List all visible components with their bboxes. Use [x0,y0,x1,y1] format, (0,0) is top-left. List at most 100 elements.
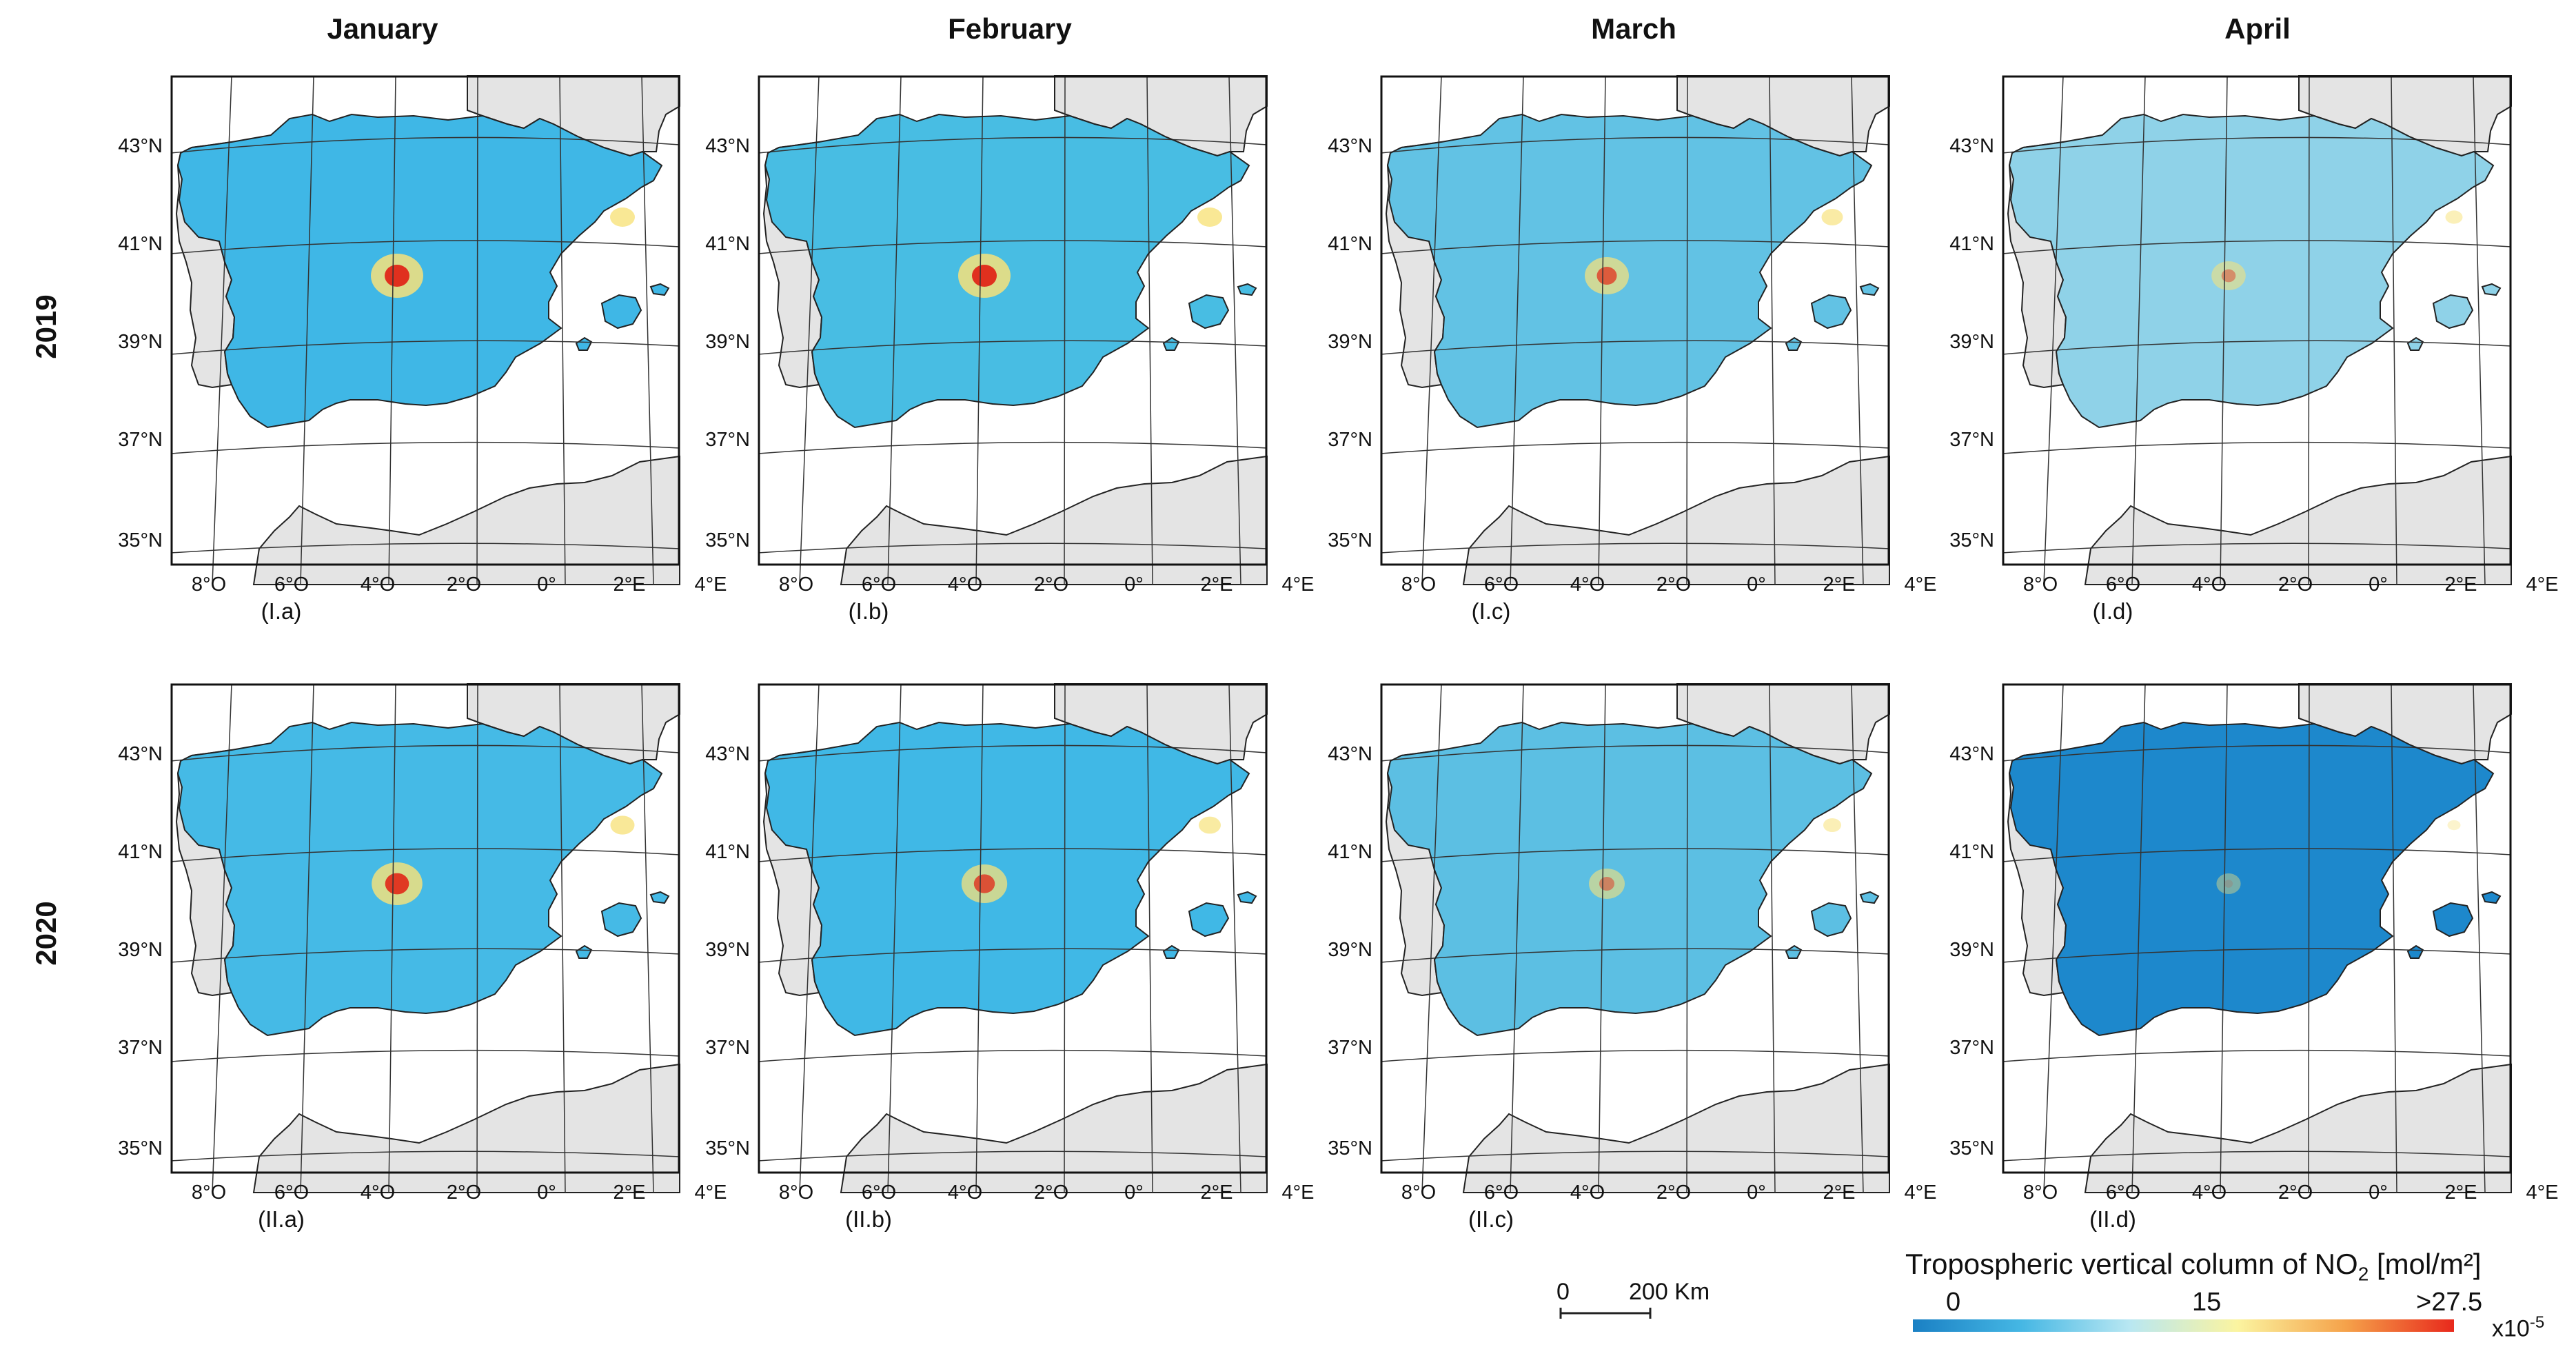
latitude-gridline [170,948,680,963]
africa-landmass [252,1063,680,1193]
longitude-gridline [799,75,820,585]
spain-coastline [1386,113,1873,429]
menorca-no2-field [649,283,670,296]
madrid-hotspot-core [1599,877,1614,891]
ibiza-no2-field [1162,944,1180,959]
longitude-label: 8°O [778,1182,814,1204]
map-panel: 43°N 41°N 39°N 37°N 35°N 8°O 6°O 4°O 2°O 0° 2°E 4°E… [696,677,1317,1232]
legend-tick-mid: 15 [2192,1288,2222,1317]
latitude-label: 37°N [1328,429,1372,451]
latitude-gridline [758,848,1268,862]
latitude-label: 37°N [1949,1037,1994,1059]
longitude-gridline [887,75,902,585]
spain-coastline [176,113,663,429]
longitude-label: 4°O [947,574,983,596]
latitude-gridline [2002,136,2512,154]
latitude-label: 43°N [1328,135,1372,157]
latitude-label: 35°N [705,529,750,551]
map-frame-border [2002,683,2512,1174]
longitude-label: 4°E [1281,1182,1315,1204]
longitude-label: 0° [2369,1182,2388,1204]
africa-landmass [1462,455,1890,585]
longitude-label: 2°E [1200,1182,1233,1204]
barcelona-hotspot [1823,818,1841,832]
longitude-label: 4°O [360,574,396,596]
longitude-label: 2°E [1823,574,1856,596]
longitude-gridline [212,683,232,1193]
latitude-gridline [2002,340,2512,355]
map-frame-border [1380,683,1890,1174]
latitude-gridline [2002,1151,2512,1162]
latitude-gridline [2002,848,2512,862]
year-label-2020: 2020 [30,901,62,966]
latitude-label: 37°N [705,429,750,451]
madrid-hotspot-core [385,873,409,895]
latitude-label: 37°N [1949,429,1994,451]
latitude-label: 41°N [705,233,750,255]
barcelona-hotspot [610,815,635,835]
longitude-label: 2°O [1033,1182,1069,1204]
latitude-label: 41°N [1949,233,1994,255]
barcelona-hotspot [610,207,635,227]
map-panel: 43°N 41°N 39°N 37°N 35°N 8°O 6°O 4°O 2°O 0° 2°E 4°E… [1940,69,2561,624]
spain-coastline [176,721,663,1037]
longitude-label: 2°E [613,574,646,596]
longitude-label: 8°O [2022,574,2058,596]
latitude-gridline [170,340,680,355]
spain-coastline [2008,721,2495,1037]
latitude-label: 41°N [118,841,163,863]
longitude-gridline [388,683,396,1193]
latitude-gridline [758,1049,1268,1062]
latitude-gridline [2002,744,2512,762]
panel-caption: (I.a) [261,598,302,624]
mallorca-no2-field [2432,294,2474,330]
ibiza-no2-field [1162,336,1180,351]
longitude-label: 6°O [1483,1182,1519,1204]
latitude-label: 35°N [118,1137,163,1159]
longitude-gridline [1228,75,1241,585]
map-frame [170,75,680,585]
legend-multiplier: x10-5 [2492,1313,2545,1342]
longitude-gridline [559,683,566,1193]
longitude-gridline [1851,683,1864,1193]
latitude-label: 39°N [1949,331,1994,353]
latitude-gridline [1380,848,1890,862]
longitude-label: 4°E [1281,574,1315,596]
longitude-gridline [2043,75,2064,585]
longitude-gridline [1064,683,1066,1193]
month-title-april: April [2224,12,2291,45]
longitude-gridline [476,683,478,1193]
madrid-hotspot-halo [2216,873,2241,894]
latitude-gridline [758,1151,1268,1162]
spain-coastline [764,113,1250,429]
latitude-label: 41°N [1949,841,1994,863]
mallorca-no2-field [1188,294,1230,330]
madrid-hotspot-core [2221,269,2236,283]
month-title-january: January [327,12,438,45]
longitude-gridline [641,683,654,1193]
spain-coastline [764,721,1250,1037]
legend-tick-min: 0 [1946,1288,1961,1317]
longitude-label: 2°O [1033,574,1069,596]
latitude-label: 41°N [1328,841,1372,863]
menorca-no2-field [1859,891,1880,904]
africa-landmass [2084,1063,2512,1193]
latitude-label: 35°N [705,1137,750,1159]
latitude-label: 43°N [118,135,163,157]
longitude-gridline [559,75,566,585]
latitude-label: 39°N [118,331,163,353]
longitude-gridline [2131,75,2146,585]
latitude-label: 39°N [1949,939,1994,961]
longitude-label: 2°O [2278,574,2313,596]
longitude-label: 2°E [1823,1182,1856,1204]
longitude-gridline [1146,75,1153,585]
map-frame [758,683,1268,1193]
longitude-label: 6°O [1483,574,1519,596]
longitude-label: 2°E [2444,574,2477,596]
longitude-gridline [300,683,314,1193]
map-frame-border [170,683,680,1174]
mallorca-no2-field [1810,294,1852,330]
map-frame [2002,75,2512,585]
latitude-gridline [1380,441,1890,454]
latitude-gridline [170,744,680,762]
